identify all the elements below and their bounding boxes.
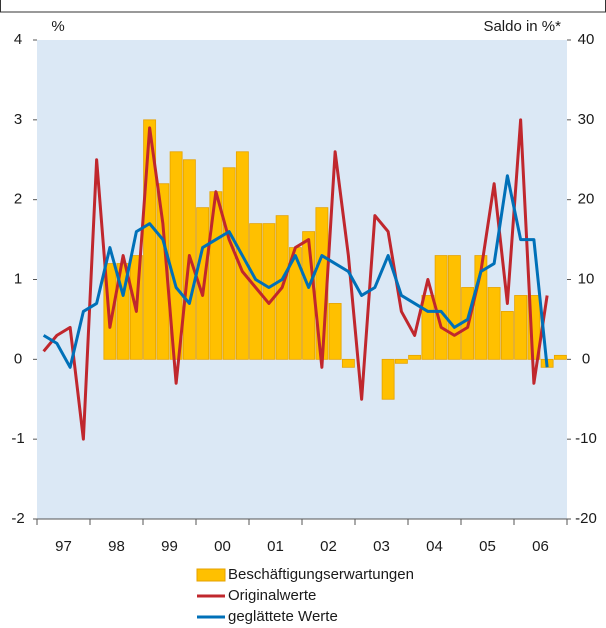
bar — [500, 311, 514, 360]
bar — [328, 303, 342, 360]
y2-tick-label: -10 — [575, 430, 597, 447]
y-tick-label: 4 — [14, 31, 22, 48]
bar — [249, 223, 263, 360]
y2-tick-label: 0 — [582, 350, 590, 367]
bar — [262, 223, 276, 360]
y-tick-label: -1 — [11, 430, 24, 447]
x-tick-label: 05 — [479, 538, 496, 555]
bar — [408, 354, 422, 360]
legend-swatch — [196, 568, 226, 582]
y-tick-label: 1 — [14, 270, 22, 287]
line — [42, 174, 549, 369]
header-frame — [0, 0, 606, 13]
y2-tick-label: 20 — [578, 191, 595, 208]
legend-label: Originalwerte — [228, 587, 316, 604]
x-tick-label: 98 — [108, 538, 125, 555]
y2-tick-label: 40 — [578, 31, 595, 48]
bar — [341, 358, 355, 368]
x-tick-label: 01 — [267, 538, 284, 555]
y-tick-label: 2 — [14, 191, 22, 208]
y2-tick-label: 30 — [578, 111, 595, 128]
bar — [222, 167, 236, 360]
x-tick-label: 04 — [426, 538, 443, 555]
plot-area — [37, 40, 567, 519]
x-tick-label: 02 — [320, 538, 337, 555]
x-tick-label: 99 — [161, 538, 178, 555]
legend-label: geglättete Werte — [228, 608, 338, 625]
y-axis-label: % — [51, 18, 64, 35]
y-tick-label: 0 — [14, 350, 22, 367]
bar — [447, 255, 461, 360]
bar — [553, 354, 567, 360]
y2-tick-label: -20 — [575, 510, 597, 527]
bar — [169, 151, 183, 360]
x-tick-label: 06 — [532, 538, 549, 555]
x-tick-label: 97 — [55, 538, 72, 555]
x-tick-label: 00 — [214, 538, 231, 555]
bar — [156, 183, 170, 360]
bar — [421, 295, 435, 360]
legend-label: Beschäftigungserwartungen — [228, 566, 414, 583]
bar — [514, 295, 528, 360]
x-tick-label: 03 — [373, 538, 390, 555]
y-tick-label: -2 — [11, 510, 24, 527]
y-tick-label: 3 — [14, 111, 22, 128]
bar — [381, 358, 395, 400]
y2-axis-label: Saldo in %* — [483, 18, 561, 35]
bar — [487, 287, 501, 360]
bar — [394, 358, 408, 364]
y2-tick-label: 10 — [578, 270, 595, 287]
